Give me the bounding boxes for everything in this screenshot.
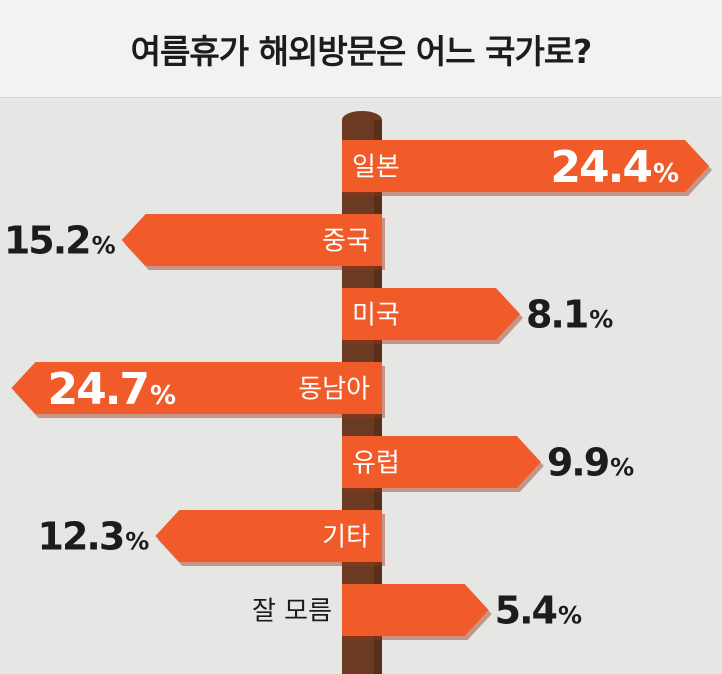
category-label: 동남아 <box>298 374 370 404</box>
category-label: 중국 <box>322 226 370 256</box>
sign-3: 동남아 24.7% <box>11 362 385 418</box>
category-label: 기타 <box>322 522 370 552</box>
category-label: 유럽 <box>352 448 400 478</box>
category-label: 일본 <box>352 152 400 182</box>
title-bar: 여름휴가 해외방문은 어느 국가로? <box>0 0 722 97</box>
bar-기타 <box>155 510 382 562</box>
sign-0: 일본 24.4% <box>342 140 713 196</box>
value-label: 9.9% <box>547 441 634 485</box>
category-label: 잘 모름 <box>252 596 332 626</box>
bar-유럽 <box>342 436 541 488</box>
sign-1: 중국 15.2% <box>4 214 386 270</box>
value-label: 24.7% <box>47 364 176 415</box>
bar-동남아 <box>11 362 382 414</box>
category-label: 미국 <box>352 300 400 330</box>
bar-미국 <box>342 288 520 340</box>
sign-6: 잘 모름 5.4% <box>252 584 584 640</box>
value-label: 12.3% <box>38 515 150 559</box>
value-label: 5.4% <box>495 589 582 633</box>
bar-중국 <box>121 214 383 266</box>
bar-일본 <box>342 140 710 192</box>
sign-5: 기타 12.3% <box>38 510 385 566</box>
bar-잘 모름 <box>342 584 489 636</box>
sign-2: 미국 8.1% <box>342 288 615 344</box>
signpost-pole-cap <box>342 111 382 129</box>
value-label: 8.1% <box>526 293 613 337</box>
value-label: 24.4% <box>550 142 679 193</box>
sign-4: 유럽 9.9% <box>342 436 636 492</box>
value-label: 15.2% <box>4 219 116 263</box>
chart-title: 여름휴가 해외방문은 어느 국가로? <box>130 31 593 71</box>
